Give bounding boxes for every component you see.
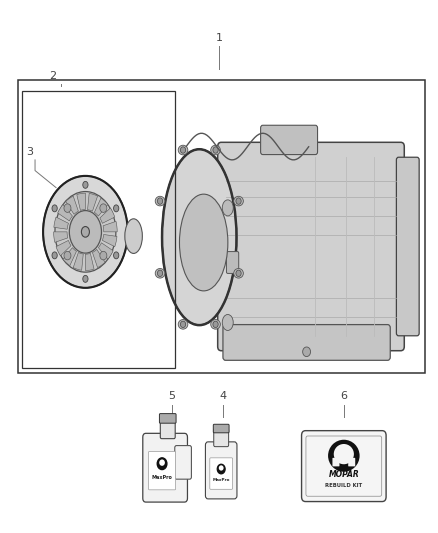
- Wedge shape: [92, 249, 105, 268]
- Circle shape: [213, 147, 218, 153]
- Ellipse shape: [83, 276, 88, 282]
- Wedge shape: [99, 243, 113, 259]
- Ellipse shape: [328, 440, 360, 472]
- FancyBboxPatch shape: [148, 451, 176, 490]
- FancyBboxPatch shape: [226, 252, 239, 273]
- Wedge shape: [54, 217, 68, 229]
- Ellipse shape: [159, 459, 165, 466]
- FancyBboxPatch shape: [223, 325, 390, 360]
- Wedge shape: [85, 253, 94, 271]
- Ellipse shape: [234, 269, 244, 278]
- Circle shape: [64, 204, 71, 212]
- Ellipse shape: [55, 191, 116, 272]
- Ellipse shape: [162, 149, 237, 325]
- FancyBboxPatch shape: [175, 446, 191, 479]
- Wedge shape: [100, 208, 115, 223]
- Text: MOPAR: MOPAR: [328, 470, 359, 479]
- Text: REBUILD KIT: REBUILD KIT: [325, 482, 362, 488]
- Ellipse shape: [43, 176, 128, 288]
- Ellipse shape: [217, 464, 225, 474]
- Ellipse shape: [157, 458, 167, 470]
- Ellipse shape: [178, 145, 188, 155]
- FancyBboxPatch shape: [189, 237, 227, 260]
- Text: 4: 4: [220, 391, 227, 401]
- Wedge shape: [53, 232, 68, 243]
- Circle shape: [180, 321, 186, 328]
- FancyBboxPatch shape: [261, 125, 318, 155]
- Text: 6: 6: [340, 391, 347, 401]
- FancyBboxPatch shape: [143, 433, 187, 502]
- FancyBboxPatch shape: [160, 418, 175, 439]
- Bar: [22, 91, 175, 368]
- Ellipse shape: [81, 227, 89, 237]
- Ellipse shape: [52, 252, 57, 259]
- Wedge shape: [94, 198, 108, 216]
- Circle shape: [236, 270, 241, 277]
- Circle shape: [303, 347, 311, 357]
- FancyBboxPatch shape: [205, 442, 237, 499]
- Wedge shape: [103, 221, 117, 232]
- Ellipse shape: [178, 320, 188, 329]
- Bar: [18, 80, 425, 373]
- Circle shape: [213, 321, 218, 328]
- Circle shape: [236, 198, 241, 204]
- Ellipse shape: [69, 211, 102, 253]
- Wedge shape: [77, 193, 85, 211]
- Circle shape: [180, 147, 186, 153]
- Ellipse shape: [219, 465, 223, 471]
- Ellipse shape: [223, 314, 233, 330]
- Text: MaxPro: MaxPro: [152, 474, 173, 480]
- Circle shape: [100, 252, 107, 260]
- FancyBboxPatch shape: [396, 157, 419, 336]
- Text: 1: 1: [215, 33, 223, 43]
- Ellipse shape: [211, 320, 220, 329]
- Ellipse shape: [83, 181, 88, 188]
- Text: 3: 3: [26, 147, 33, 157]
- Wedge shape: [56, 240, 71, 256]
- Wedge shape: [73, 253, 83, 270]
- Ellipse shape: [334, 444, 354, 464]
- Text: 2: 2: [49, 71, 56, 81]
- FancyBboxPatch shape: [348, 458, 355, 466]
- FancyBboxPatch shape: [332, 458, 339, 466]
- Ellipse shape: [223, 200, 233, 216]
- FancyBboxPatch shape: [213, 424, 229, 433]
- Ellipse shape: [180, 194, 228, 291]
- Text: 5: 5: [168, 391, 175, 401]
- Ellipse shape: [155, 269, 165, 278]
- Ellipse shape: [234, 196, 244, 206]
- Ellipse shape: [52, 205, 57, 212]
- Wedge shape: [88, 193, 98, 211]
- FancyBboxPatch shape: [159, 414, 176, 423]
- FancyBboxPatch shape: [301, 431, 386, 502]
- FancyBboxPatch shape: [210, 458, 233, 489]
- Ellipse shape: [113, 252, 119, 259]
- Ellipse shape: [113, 205, 119, 212]
- FancyBboxPatch shape: [218, 142, 404, 351]
- Ellipse shape: [155, 196, 165, 206]
- Text: MaxPro: MaxPro: [212, 478, 230, 482]
- Circle shape: [100, 204, 107, 212]
- FancyBboxPatch shape: [214, 429, 229, 447]
- Wedge shape: [58, 205, 72, 221]
- Circle shape: [157, 270, 162, 277]
- Circle shape: [64, 252, 71, 260]
- Wedge shape: [66, 196, 78, 214]
- Ellipse shape: [125, 219, 142, 253]
- Wedge shape: [102, 235, 117, 247]
- Circle shape: [157, 198, 162, 204]
- Wedge shape: [63, 248, 77, 265]
- Ellipse shape: [211, 145, 220, 155]
